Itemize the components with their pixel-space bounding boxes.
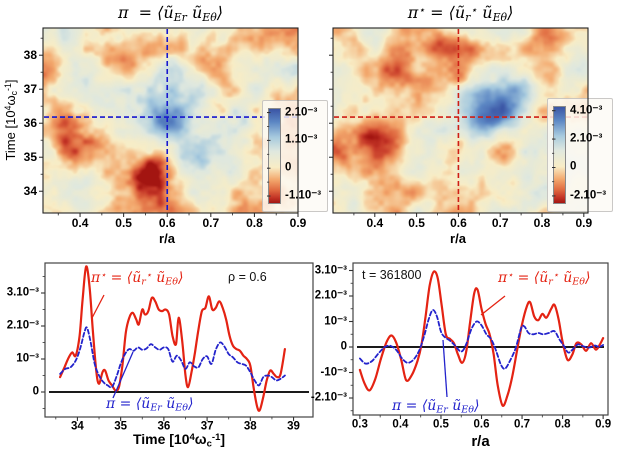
time-stamp-annotation: t = 361800 xyxy=(362,268,422,282)
colorbar-right-gradient xyxy=(553,106,566,204)
colorbar-tick-label: -1.10⁻³ xyxy=(285,189,322,202)
pi-label-left: π = ⟨ũEr ũEθ⟩ xyxy=(106,396,194,414)
heatmap-left-x-axis-label: r/a xyxy=(159,231,175,246)
y-tick-label: 10⁻³ xyxy=(16,352,39,365)
pi-star-curve xyxy=(59,265,286,412)
colorbar-tick-label: 1.10⁻³ xyxy=(285,133,318,146)
x-tick-label: 36 xyxy=(157,420,171,433)
x-tick-label: 0.8 xyxy=(533,216,551,230)
x-tick-label: 0.4 xyxy=(71,216,89,230)
colorbar-tick-label: 2.10⁻³ xyxy=(285,105,318,118)
x-tick-label: 0.6 xyxy=(473,418,490,431)
pi-star-curve xyxy=(358,270,605,407)
pi-label-right: π = ⟨ũEr ũEθ⟩ xyxy=(392,398,480,416)
x-tick-label: 0.6 xyxy=(450,216,467,230)
heatmap-right-title: π⋆ = ⟨ũr⋆ ũEθ⟩ xyxy=(407,3,514,25)
colorbar-tick-label: -2.10⁻³ xyxy=(570,189,607,202)
y-tick-label: 36 xyxy=(23,116,37,131)
y-tick-label: 35 xyxy=(23,150,37,165)
heatmap-left-title: π = ⟨ũEr ũEθ⟩ xyxy=(117,3,223,25)
x-tick-label: 0.7 xyxy=(514,418,531,431)
x-tick-label: 0.4 xyxy=(366,216,384,230)
y-tick-label: 0 xyxy=(32,385,39,398)
label-leader-line xyxy=(112,351,134,399)
y-tick-label: 10⁻³ xyxy=(324,314,347,327)
pi-star-label-right: π⋆ = ⟨ũr⋆ ũEθ⟩ xyxy=(498,270,591,288)
colorbar-tick-label: 2.10⁻³ xyxy=(570,132,603,145)
y-tick-label: -2.10⁻³ xyxy=(310,391,347,404)
x-tick-label: 34 xyxy=(71,420,84,433)
x-tick-label: 0.5 xyxy=(408,216,425,230)
x-tick-label: 0.6 xyxy=(158,216,176,230)
x-tick-label: 0.5 xyxy=(432,418,449,431)
x-tick-label: 0.5 xyxy=(115,216,132,230)
heatmap-left-image xyxy=(43,28,298,213)
label-leader-line xyxy=(442,339,448,398)
x-tick-label: 0.9 xyxy=(575,216,593,230)
y-tick-label: 34 xyxy=(23,184,37,199)
heatmap-right-x-axis-label: r/a xyxy=(450,231,466,246)
label-leader-line xyxy=(480,295,506,316)
x-tick-label: 37 xyxy=(200,420,214,433)
x-tick-label: 0.9 xyxy=(595,418,612,431)
pi-curve xyxy=(59,326,286,389)
colorbar-tick-label: 4.10⁻³ xyxy=(570,103,603,116)
rho-annotation: ρ = 0.6 xyxy=(228,270,267,284)
y-tick-label: -10⁻³ xyxy=(320,365,347,378)
x-tick-label: 0.8 xyxy=(554,418,571,431)
y-tick-label: 37 xyxy=(23,82,37,97)
x-tick-label: 35 xyxy=(114,420,128,433)
y-tick-label: 3.10⁻³ xyxy=(314,263,347,276)
colorbar-left-gradient xyxy=(268,108,281,204)
ra-x-axis-label: r/a xyxy=(471,433,490,450)
x-tick-label: 39 xyxy=(287,420,300,433)
time-x-axis-label: Time [104ωc-1] xyxy=(132,431,226,450)
x-tick-label: 0.3 xyxy=(351,418,368,431)
x-tick-label: 0.4 xyxy=(392,418,409,431)
y-tick-label: 38 xyxy=(23,48,37,63)
heatmap-y-axis-label: Time [104ωc-1] xyxy=(2,79,20,161)
colorbar-tick-label: 0 xyxy=(570,160,577,173)
x-tick-label: 0.7 xyxy=(491,216,509,230)
label-leader-line xyxy=(91,294,105,319)
pi-star-label-left: π⋆ = ⟨ũr⋆ ũEθ⟩ xyxy=(91,270,184,288)
x-tick-label: 0.9 xyxy=(289,216,307,230)
pi-curve xyxy=(359,309,604,370)
y-tick-label: 3.10⁻³ xyxy=(6,286,39,299)
y-tick-label: 2.10⁻³ xyxy=(6,319,39,332)
x-tick-label: 0.7 xyxy=(202,216,220,230)
y-tick-label: 0 xyxy=(340,340,347,353)
x-tick-label: 0.8 xyxy=(246,216,263,230)
x-tick-label: 38 xyxy=(243,420,257,433)
y-tick-label: 2.10⁻³ xyxy=(314,289,347,302)
colorbar-tick-label: 0 xyxy=(285,161,292,174)
